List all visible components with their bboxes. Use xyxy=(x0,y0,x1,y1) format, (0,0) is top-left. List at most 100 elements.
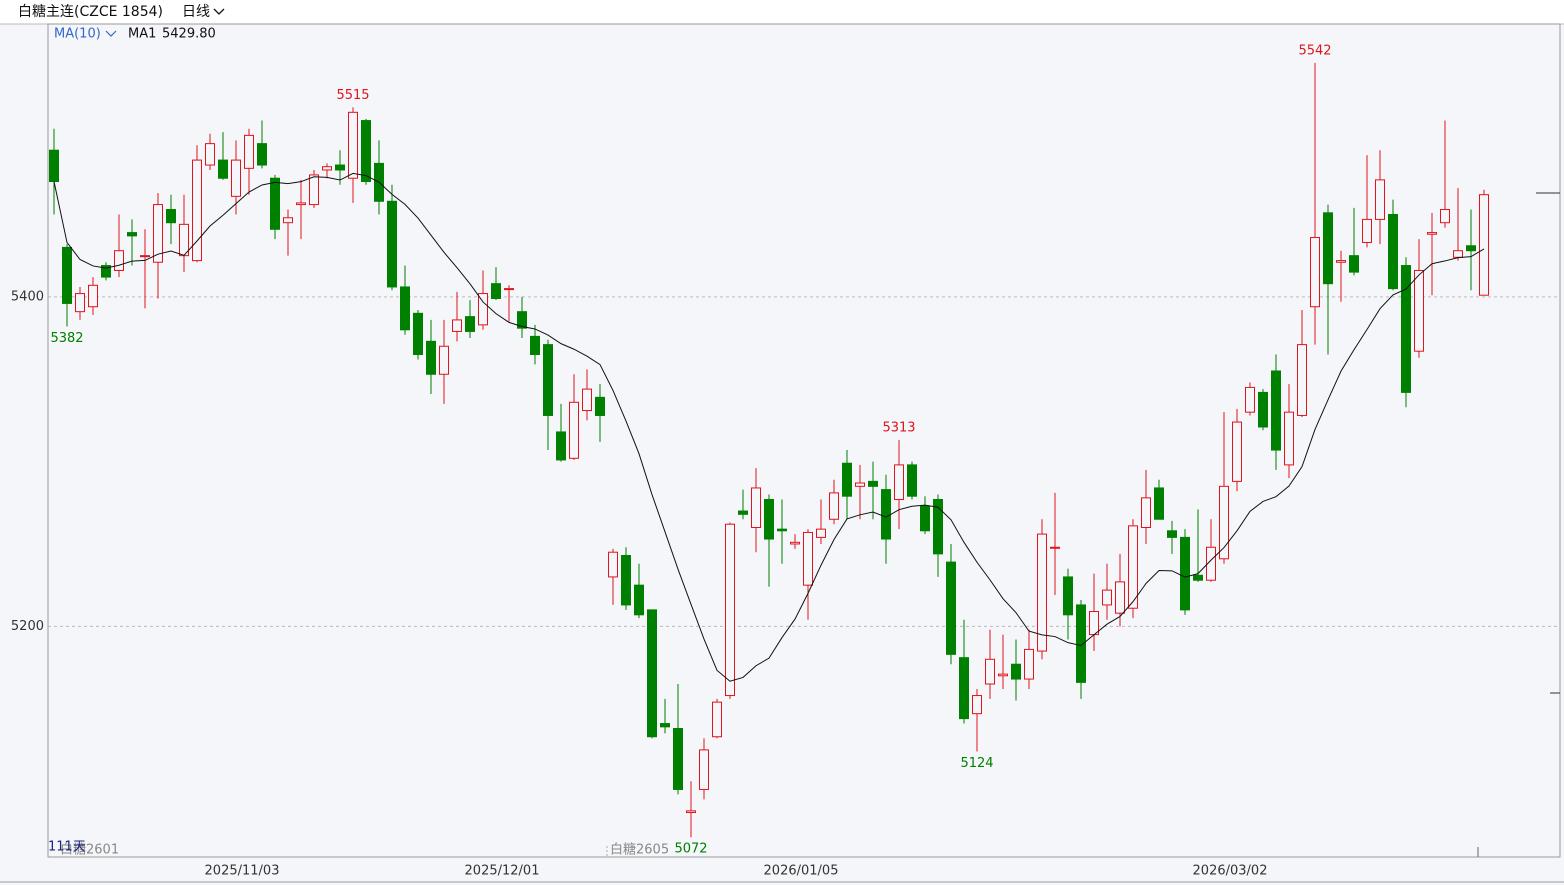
candle-body xyxy=(400,286,410,331)
candle-body xyxy=(413,312,423,356)
candle-body xyxy=(452,319,462,332)
x-tick-label: 2026/01/05 xyxy=(764,864,839,879)
candle-body xyxy=(205,143,215,166)
candle-body xyxy=(1063,576,1073,616)
candle-body xyxy=(1323,212,1333,285)
candle-body xyxy=(101,265,111,278)
candle-body xyxy=(1011,663,1021,680)
candle-body xyxy=(1401,265,1411,393)
candle-body xyxy=(946,561,956,655)
y-tick-label: 5200 xyxy=(11,619,44,634)
period-chevron[interactable] xyxy=(213,8,225,15)
candle-body xyxy=(582,388,592,412)
candle-body xyxy=(816,528,826,538)
x-tick-label: 2025/12/01 xyxy=(465,864,540,879)
ma-chevron[interactable] xyxy=(105,30,117,37)
candle-body xyxy=(257,143,267,166)
candle-body xyxy=(647,609,657,738)
candle-body xyxy=(777,528,787,532)
candle-body xyxy=(855,482,865,487)
candle-body xyxy=(972,695,982,715)
candle-body xyxy=(894,464,904,500)
candle-body xyxy=(62,246,72,304)
contract-label: 白糖2601 xyxy=(60,842,119,858)
candle-body xyxy=(1037,533,1047,652)
candle-body xyxy=(49,149,59,183)
candle-body xyxy=(1232,421,1242,482)
candle-body xyxy=(1167,530,1177,538)
candle-body xyxy=(1258,391,1268,428)
candle-body xyxy=(1349,255,1359,273)
candle-body xyxy=(920,505,930,532)
candle-body xyxy=(1284,411,1294,466)
ma-label: MA1 xyxy=(128,27,156,42)
candle-body xyxy=(244,134,254,169)
candle-body xyxy=(478,293,488,326)
candle-body xyxy=(309,174,319,206)
low-label: 5072 xyxy=(674,842,707,857)
candle-body xyxy=(595,396,605,416)
candle-body xyxy=(218,159,228,179)
high-label: 5515 xyxy=(336,88,369,103)
candle-body xyxy=(842,462,852,497)
y-tick-label: 5400 xyxy=(11,289,44,304)
candle-body xyxy=(231,159,241,197)
x-tick-label: 2026/03/02 xyxy=(1193,864,1268,879)
candle-body xyxy=(686,810,696,814)
candle-body xyxy=(1453,250,1463,258)
candle-body xyxy=(621,555,631,606)
candle-body xyxy=(1427,232,1437,235)
candle-body xyxy=(1141,497,1151,528)
candle-body xyxy=(1297,344,1307,416)
candle-body xyxy=(1115,581,1125,614)
candle-body xyxy=(543,344,553,416)
candle-body xyxy=(1089,611,1099,636)
plot-frame xyxy=(47,23,1561,858)
candle-body xyxy=(153,204,163,263)
ma-selector[interactable]: MA(10) xyxy=(54,27,101,42)
candle-body xyxy=(140,255,150,258)
candle-body xyxy=(1271,370,1281,451)
candle-body xyxy=(75,293,85,313)
chart-title: 白糖主连(CZCE 1854) xyxy=(18,4,163,20)
candle-body xyxy=(764,498,774,540)
candle-body xyxy=(361,120,371,183)
candle-body xyxy=(348,111,358,179)
candle-body xyxy=(504,288,514,291)
candle-body xyxy=(296,202,306,206)
candle-body xyxy=(933,498,943,555)
candle-body xyxy=(1414,269,1424,352)
low-label: 5382 xyxy=(50,331,83,346)
x-tick-label: 2025/11/03 xyxy=(205,864,280,879)
high-label: 5313 xyxy=(882,421,915,436)
candle-body xyxy=(439,345,449,375)
candle-body xyxy=(829,492,839,520)
days-label: 111天 xyxy=(48,840,86,855)
candle-body xyxy=(1206,546,1216,581)
candle-body xyxy=(725,523,735,697)
candle-body xyxy=(1479,194,1489,296)
candle-body xyxy=(1050,546,1060,549)
period-select[interactable]: 日线 xyxy=(182,4,210,20)
candle-body xyxy=(907,464,917,497)
candle-body xyxy=(1076,604,1086,683)
candle-body xyxy=(790,541,800,545)
candle-body xyxy=(491,283,501,299)
candle-body xyxy=(1336,260,1346,263)
candle-body xyxy=(1310,237,1320,308)
candle-body xyxy=(738,510,748,515)
candle-body xyxy=(88,284,98,308)
candle-body xyxy=(192,159,202,262)
candle-body xyxy=(673,727,683,790)
candle-body xyxy=(179,223,189,257)
candle-body xyxy=(166,209,176,224)
candle-body xyxy=(387,200,397,288)
candle-body xyxy=(283,217,293,224)
candle-body xyxy=(1102,589,1112,606)
candle-body xyxy=(959,657,969,720)
candle-body xyxy=(1440,209,1450,224)
ma-value: 5429.80 xyxy=(162,27,216,42)
